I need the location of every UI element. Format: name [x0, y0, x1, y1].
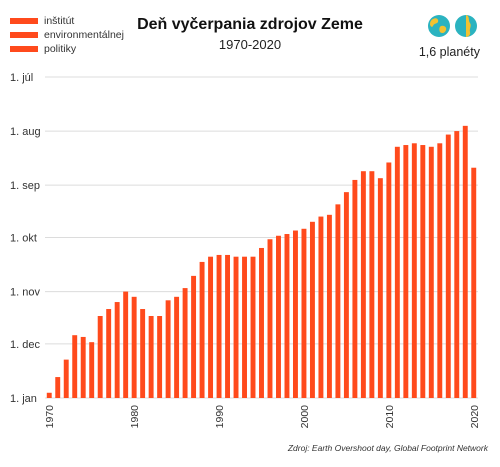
x-tick-label: 2000: [299, 405, 311, 429]
bar: [276, 235, 281, 398]
bar: [114, 302, 120, 398]
bar: [292, 230, 298, 398]
bar: [454, 131, 460, 398]
bar: [394, 146, 400, 398]
bar: [46, 392, 52, 398]
bar: [471, 167, 477, 398]
x-tick-label: 1970: [44, 405, 56, 429]
bar: [462, 125, 468, 398]
bar: [301, 228, 307, 398]
logo-row: environmentálnej: [10, 28, 124, 42]
bar: [259, 247, 264, 398]
x-tick-label: 1990: [214, 405, 226, 429]
bar: [55, 377, 61, 398]
chart-title: Deň vyčerpania zdrojov Zeme: [137, 16, 363, 33]
globe-icon: [455, 15, 477, 37]
bar: [420, 145, 426, 398]
logo-row: politiky: [10, 42, 124, 56]
logo-text: inštitút: [44, 15, 75, 27]
bar: [174, 296, 180, 398]
logo-text: environmentálnej: [44, 29, 124, 41]
bar: [72, 335, 78, 398]
y-tick-label: 1. jan: [10, 393, 37, 405]
source-note: Zdroj: Earth Overshoot day, Global Footp…: [287, 443, 488, 453]
y-tick-label: 1. okt: [10, 233, 37, 245]
bar: [225, 254, 231, 398]
bar: [233, 256, 239, 398]
logo-text: politiky: [44, 43, 77, 55]
bar: [208, 256, 214, 398]
bar: [250, 256, 256, 398]
planets-label: 1,6 planéty: [418, 45, 480, 59]
bar: [131, 296, 137, 398]
bar: [309, 221, 315, 398]
bar: [369, 171, 375, 398]
y-tick-label: 1. dec: [10, 339, 40, 351]
bar: [326, 214, 332, 398]
y-tick-label: 1. júl: [10, 72, 33, 84]
bar: [182, 288, 188, 398]
bar: [80, 336, 86, 398]
bar: [63, 359, 69, 398]
logo-row: inštitút: [10, 14, 124, 28]
globe-icon: [428, 15, 450, 37]
bar: [377, 178, 383, 398]
y-tick-label: 1. aug: [10, 126, 41, 138]
bar: [335, 204, 341, 398]
title-block: Deň vyčerpania zdrojov Zeme 1970-2020: [0, 16, 500, 52]
bar: [360, 171, 366, 398]
bar: [165, 300, 171, 398]
bar: [318, 216, 324, 398]
bar: [411, 143, 417, 398]
logo-bar: [10, 32, 38, 38]
bar: [191, 275, 197, 398]
bar: [343, 192, 349, 398]
bar: [284, 234, 290, 398]
bar: [216, 254, 222, 398]
bar: [199, 261, 205, 398]
bar: [148, 316, 154, 398]
bar: [403, 145, 409, 398]
bar: [89, 342, 95, 398]
logo-bar: [10, 46, 38, 52]
bar: [140, 309, 146, 398]
logo-bar: [10, 18, 38, 24]
bar: [437, 143, 443, 398]
x-tick-label: 2010: [384, 405, 396, 429]
logo: inštitút environmentálnej politiky: [10, 14, 124, 56]
y-tick-label: 1. nov: [10, 287, 40, 299]
bar: [106, 309, 112, 398]
bar: [242, 256, 247, 398]
bar: [157, 316, 163, 398]
y-tick-label: 1. sep: [10, 180, 40, 192]
bar: [445, 134, 451, 398]
x-tick-label: 2020: [469, 405, 481, 429]
x-tick-label: 1980: [129, 405, 141, 429]
bar: [386, 162, 392, 398]
bar: [97, 316, 103, 398]
globes: [427, 14, 478, 38]
bar: [428, 146, 434, 398]
bar: [123, 291, 129, 398]
bar: [352, 179, 358, 398]
bar: [267, 239, 273, 398]
chart-subtitle: 1970-2020: [218, 37, 282, 52]
